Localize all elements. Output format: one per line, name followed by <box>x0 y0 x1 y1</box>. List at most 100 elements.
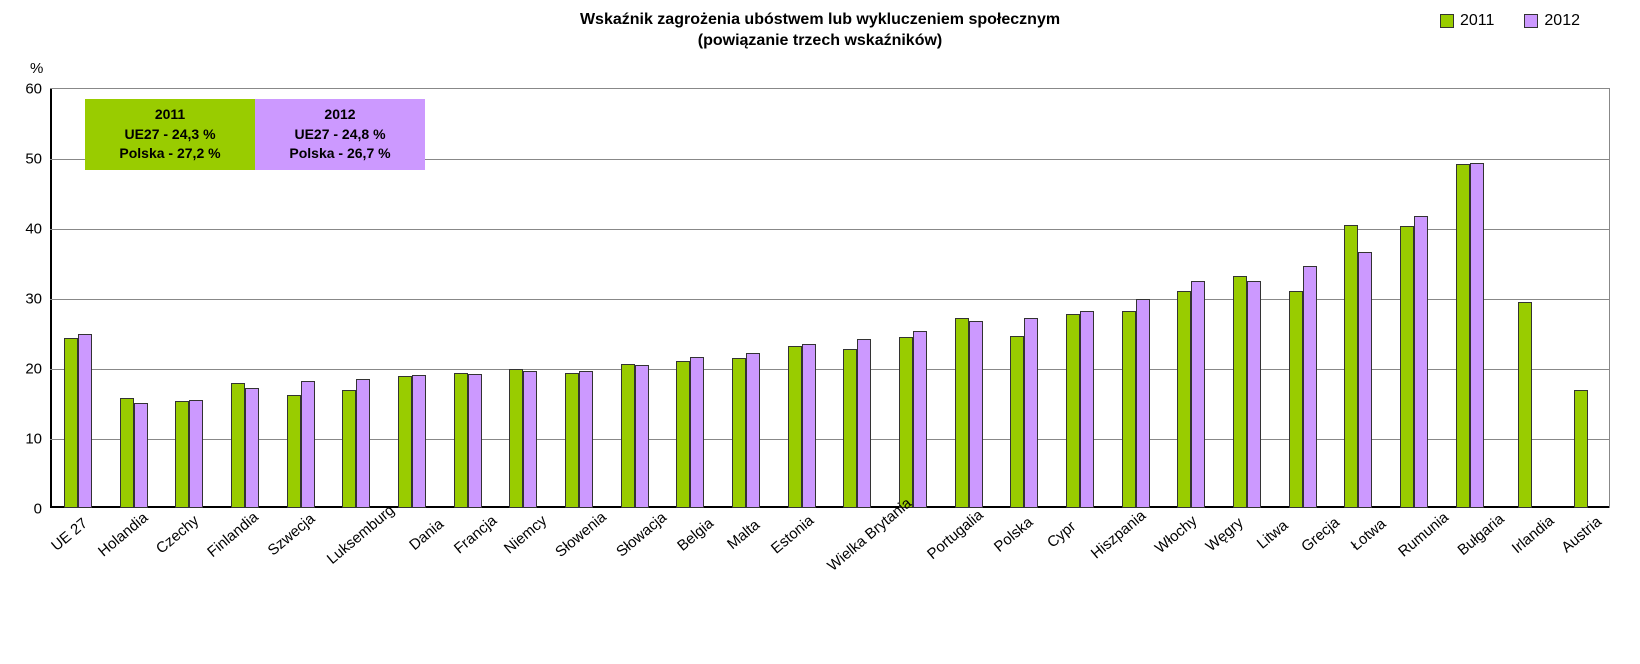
y-tick-label: 50 <box>25 151 50 168</box>
bar-2011 <box>1574 390 1588 508</box>
legend-swatch-2012 <box>1524 14 1538 28</box>
bar-2011 <box>1066 314 1080 508</box>
bar-2011 <box>788 346 802 508</box>
bar-2012 <box>301 381 315 508</box>
y-tick-label: 40 <box>25 221 50 238</box>
bar-group <box>1163 89 1219 508</box>
x-labels: UE 27HolandiaCzechyFinlandiaSzwecjaLukse… <box>50 512 1610 535</box>
bar-2011 <box>1289 291 1303 508</box>
bar-2012 <box>134 403 148 508</box>
bar-2011 <box>1456 164 1470 508</box>
bar-2011 <box>64 338 78 508</box>
legend-label-2012: 2012 <box>1544 12 1580 30</box>
info-box-2011-year: 2011 <box>93 105 247 125</box>
y-tick-label: 0 <box>34 501 50 518</box>
legend-item-2011: 2011 <box>1440 12 1494 30</box>
info-box-2012: 2012 UE27 - 24,8 % Polska - 26,7 % <box>255 99 425 170</box>
bar-2011 <box>231 383 245 508</box>
info-box-2012-line3: Polska - 26,7 % <box>263 144 417 164</box>
bar-group <box>1330 89 1386 508</box>
bar-group <box>718 89 774 508</box>
info-boxes: 2011 UE27 - 24,3 % Polska - 27,2 % 2012 … <box>85 99 425 170</box>
bar-group <box>1219 89 1275 508</box>
info-box-2011-line3: Polska - 27,2 % <box>93 144 247 164</box>
bar-2012 <box>1191 281 1205 508</box>
bar-group <box>1108 89 1164 508</box>
bar-2011 <box>175 401 189 508</box>
bar-2012 <box>1024 318 1038 508</box>
bar-2011 <box>1233 276 1247 508</box>
info-box-2012-year: 2012 <box>263 105 417 125</box>
bar-2011 <box>1518 302 1532 508</box>
bar-2012 <box>245 388 259 508</box>
y-tick-label: 60 <box>25 81 50 98</box>
bar-2011 <box>509 369 523 508</box>
bar-2012 <box>412 375 426 508</box>
bar-2011 <box>843 349 857 508</box>
bar-2012 <box>1303 266 1317 508</box>
bar-2011 <box>1400 226 1414 508</box>
bar-2012 <box>1470 163 1484 508</box>
bar-2011 <box>676 361 690 508</box>
y-tick-label: 30 <box>25 291 50 308</box>
legend-label-2011: 2011 <box>1460 12 1494 30</box>
bar-group <box>996 89 1052 508</box>
bar-2012 <box>802 344 816 508</box>
bar-2012 <box>969 321 983 508</box>
bar-group <box>1386 89 1442 508</box>
bar-2011 <box>1177 291 1191 508</box>
bar-2011 <box>120 398 134 508</box>
bar-group <box>1052 89 1108 508</box>
legend-item-2012: 2012 <box>1524 12 1580 30</box>
bar-2012 <box>857 339 871 508</box>
info-box-2011-line2: UE27 - 24,3 % <box>93 125 247 145</box>
bar-2012 <box>1080 311 1094 508</box>
info-box-2011: 2011 UE27 - 24,3 % Polska - 27,2 % <box>85 99 255 170</box>
bar-2011 <box>287 395 301 508</box>
legend: 2011 2012 <box>1440 12 1580 30</box>
bar-2011 <box>454 373 468 508</box>
bar-2012 <box>1136 299 1150 508</box>
bar-2012 <box>1247 281 1261 509</box>
bar-group <box>662 89 718 508</box>
bar-2012 <box>1358 252 1372 508</box>
bar-2012 <box>579 371 593 508</box>
bar-group <box>885 89 941 508</box>
bar-2012 <box>635 365 649 509</box>
chart-container: Wskaźnik zagrożenia ubóstwem lub wyklucz… <box>0 0 1640 664</box>
bar-group <box>1275 89 1331 508</box>
bar-2012 <box>356 379 370 508</box>
y-axis-unit: % <box>30 60 43 77</box>
title-line1: Wskaźnik zagrożenia ubóstwem lub wyklucz… <box>0 10 1640 31</box>
bar-2012 <box>189 400 203 508</box>
bar-group <box>941 89 997 508</box>
bar-group <box>829 89 885 508</box>
bar-group <box>1442 89 1498 508</box>
y-tick-label: 10 <box>25 431 50 448</box>
bar-2012 <box>523 371 537 508</box>
bar-2011 <box>1122 311 1136 508</box>
legend-swatch-2011 <box>1440 14 1454 28</box>
bar-2011 <box>621 364 635 508</box>
bar-group <box>495 89 551 508</box>
bar-2012 <box>78 334 92 508</box>
bar-2011 <box>342 390 356 508</box>
bar-2011 <box>565 373 579 508</box>
bar-group <box>607 89 663 508</box>
bar-2012 <box>746 353 760 508</box>
title-line2: (powiązanie trzech wskaźników) <box>0 31 1640 52</box>
bar-2012 <box>1414 216 1428 508</box>
bar-2011 <box>955 318 969 508</box>
bar-group <box>774 89 830 508</box>
y-tick-label: 20 <box>25 361 50 378</box>
bar-2012 <box>690 357 704 508</box>
bar-group <box>1497 89 1553 508</box>
bar-2011 <box>1344 225 1358 508</box>
bar-2011 <box>1010 336 1024 508</box>
chart-title: Wskaźnik zagrożenia ubóstwem lub wyklucz… <box>0 10 1640 52</box>
bar-group <box>440 89 496 508</box>
info-box-2012-line2: UE27 - 24,8 % <box>263 125 417 145</box>
bar-2012 <box>468 374 482 508</box>
plot-area: 0102030405060 2011 UE27 - 24,3 % Polska … <box>50 88 1610 508</box>
bar-2011 <box>732 358 746 508</box>
